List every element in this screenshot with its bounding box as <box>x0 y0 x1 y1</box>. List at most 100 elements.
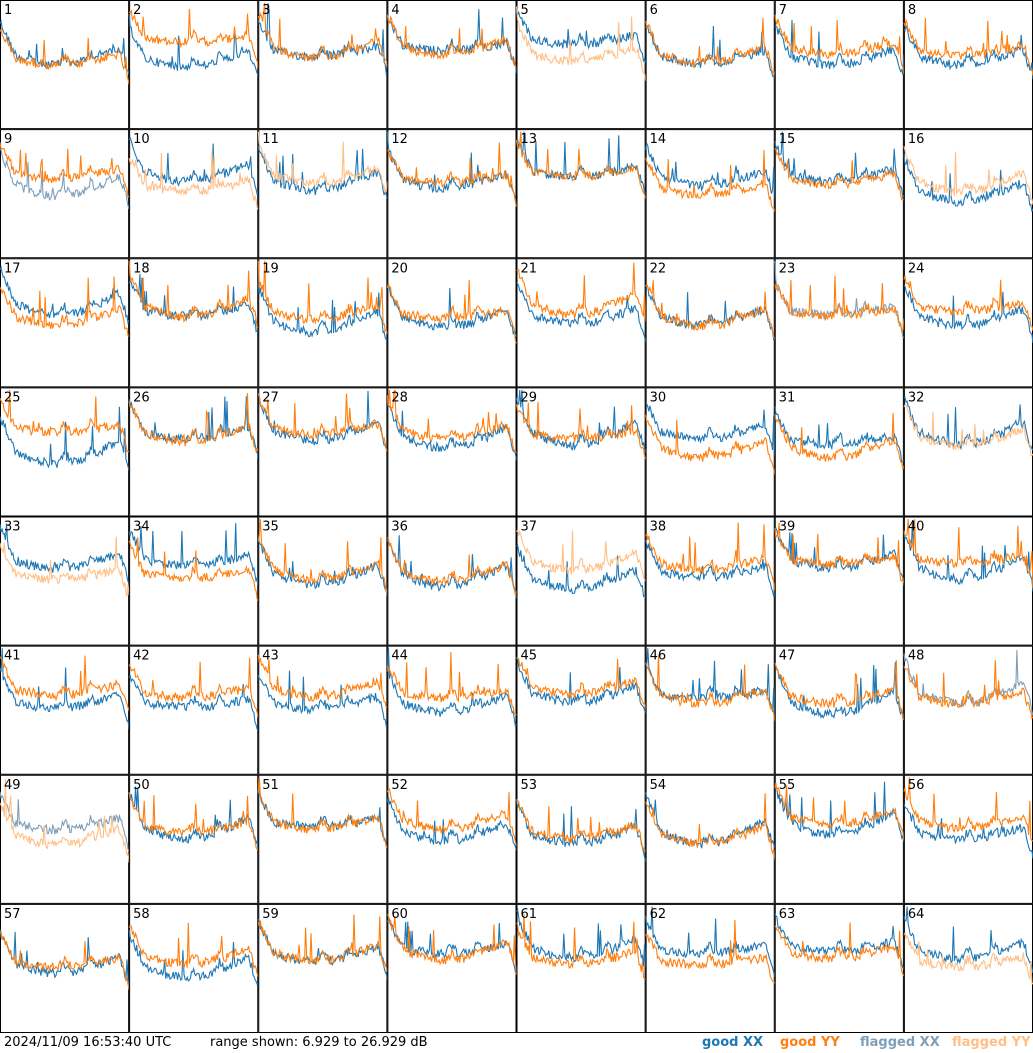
series-good-xx <box>516 908 647 968</box>
panel-label: 29 <box>521 390 538 405</box>
panel-label: 43 <box>262 649 279 664</box>
series-good-yy <box>645 414 776 475</box>
panel: 51 <box>257 774 388 904</box>
panel: 47 <box>774 645 905 775</box>
series-good-yy <box>257 914 388 973</box>
panel: 2 <box>128 0 259 130</box>
panel-label: 27 <box>262 390 279 405</box>
series-good-yy <box>515 131 647 199</box>
series-good-xx <box>903 285 1033 344</box>
panel: 42 <box>128 645 259 775</box>
series-good-yy <box>257 519 388 593</box>
panel: 8 <box>903 0 1033 130</box>
panel-frame <box>903 0 1033 130</box>
panel-frame <box>903 903 1033 1033</box>
panel: 28 <box>386 387 518 517</box>
series-good-yy <box>516 657 647 710</box>
series-good-xx <box>774 913 905 969</box>
series-flagged-xx <box>774 260 905 338</box>
series-good-xx <box>386 796 518 851</box>
panel-label: 53 <box>521 778 538 793</box>
panel-label: 63 <box>779 907 796 922</box>
series-good-xx <box>386 9 518 74</box>
panel-label: 23 <box>779 261 796 276</box>
panel-frame <box>774 387 904 517</box>
panel-frame <box>0 645 130 775</box>
panel-frame <box>903 258 1033 388</box>
panel-frame <box>129 774 259 904</box>
panel-label: 1 <box>4 3 12 18</box>
series-flagged-xx <box>0 149 130 210</box>
panel: 31 <box>774 387 905 517</box>
panel-label: 49 <box>4 778 21 793</box>
series-good-xx <box>645 648 776 719</box>
panel-label: 31 <box>779 390 796 405</box>
series-good-xx <box>257 670 388 728</box>
series-good-xx <box>257 3 388 76</box>
series-good-xx <box>257 283 388 341</box>
series-good-yy <box>645 18 776 75</box>
series-good-yy <box>774 782 905 840</box>
panel: 4 <box>386 0 518 130</box>
series-good-yy <box>645 655 776 722</box>
panel: 25 <box>0 387 130 517</box>
series-good-xx <box>774 406 904 464</box>
series-good-xx <box>903 906 1033 974</box>
series-good-xx <box>903 153 1033 212</box>
series-good-yy <box>774 413 905 470</box>
panel-label: 8 <box>908 3 916 18</box>
series-good-yy <box>774 522 905 583</box>
panel: 48 <box>903 645 1033 775</box>
legend-flagged-yy: flagged YY <box>952 1035 1031 1050</box>
series-good-yy <box>774 14 905 74</box>
panel: 3 <box>257 0 388 130</box>
series-good-yy <box>645 150 776 213</box>
series-good-xx <box>387 283 518 337</box>
panel-frame <box>0 258 130 388</box>
panel-label: 54 <box>650 778 667 793</box>
panel-frame <box>129 516 259 646</box>
series-good-xx <box>645 539 776 597</box>
panel: 34 <box>128 516 259 646</box>
panel: 27 <box>257 387 388 517</box>
panel: 52 <box>386 774 518 904</box>
panel-label: 55 <box>779 778 796 793</box>
series-good-yy <box>257 777 388 849</box>
series-flagged-yy <box>903 146 1033 205</box>
panel-label: 24 <box>908 261 925 276</box>
panel: 56 <box>903 774 1033 904</box>
series-good-yy <box>903 17 1033 76</box>
panel-label: 45 <box>521 649 538 664</box>
panel-frame <box>0 129 130 259</box>
panel: 49 <box>0 774 130 904</box>
series-good-yy <box>0 655 130 712</box>
panel: 26 <box>128 387 259 517</box>
panel: 1 <box>0 0 130 130</box>
panel: 45 <box>516 645 647 775</box>
panel: 21 <box>516 258 647 388</box>
series-good-xx <box>774 19 905 75</box>
series-good-yy <box>645 793 776 860</box>
series-good-yy <box>386 389 518 454</box>
series-good-yy <box>257 2 388 68</box>
panel: 32 <box>903 387 1033 517</box>
panel-frame <box>645 645 775 775</box>
series-good-xx <box>645 25 776 78</box>
panel-label: 33 <box>4 520 21 535</box>
panel: 62 <box>645 903 776 1033</box>
panel-frame <box>903 387 1033 517</box>
panel-frame <box>645 774 775 904</box>
panel-frame <box>258 645 388 775</box>
panel-frame <box>258 774 388 904</box>
panel-frame <box>645 0 775 130</box>
panel: 46 <box>645 645 776 775</box>
series-good-xx <box>128 786 259 851</box>
panel: 19 <box>257 258 388 388</box>
series-good-xx <box>257 146 388 200</box>
panel: 18 <box>128 258 259 388</box>
series-good-yy <box>903 519 1033 589</box>
panel: 20 <box>386 258 518 388</box>
panel-frame <box>387 129 517 259</box>
series-good-xx <box>0 265 130 325</box>
legend-good-xx: good XX <box>702 1035 764 1050</box>
